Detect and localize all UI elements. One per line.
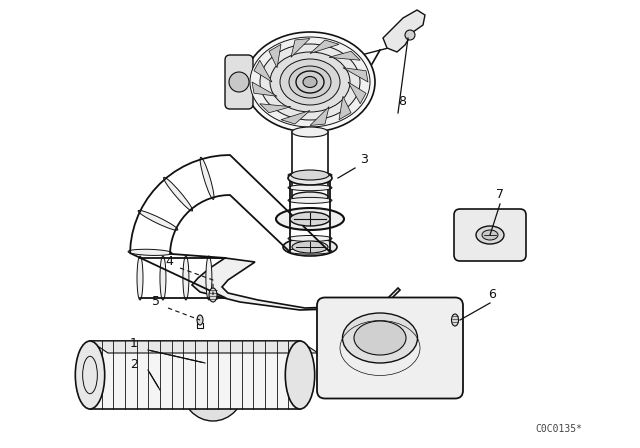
Ellipse shape [288,198,332,203]
Polygon shape [383,10,425,52]
Polygon shape [90,341,318,353]
Text: 7: 7 [496,188,504,201]
Ellipse shape [260,44,360,120]
Text: 1: 1 [130,337,138,350]
Ellipse shape [270,52,350,112]
Ellipse shape [183,256,189,300]
Polygon shape [339,96,351,120]
Ellipse shape [209,288,217,302]
Text: 6: 6 [488,288,496,301]
Polygon shape [192,258,400,310]
Ellipse shape [138,211,178,230]
Ellipse shape [290,212,330,226]
Polygon shape [310,107,329,125]
Polygon shape [281,111,310,124]
Ellipse shape [160,256,166,300]
Ellipse shape [354,321,406,355]
Ellipse shape [288,171,332,185]
Circle shape [229,72,249,92]
Text: 4: 4 [165,255,173,268]
Ellipse shape [283,238,337,256]
Polygon shape [310,40,339,53]
Ellipse shape [288,172,332,178]
Polygon shape [343,68,368,82]
Ellipse shape [288,185,332,191]
Polygon shape [329,51,360,60]
Text: 3: 3 [360,153,368,166]
Ellipse shape [137,256,143,300]
FancyBboxPatch shape [317,297,463,399]
Circle shape [405,30,415,40]
Ellipse shape [182,353,244,421]
Ellipse shape [451,314,458,326]
Ellipse shape [280,59,340,105]
Polygon shape [90,341,300,409]
Ellipse shape [200,157,214,199]
FancyBboxPatch shape [454,209,526,261]
Ellipse shape [76,341,105,409]
Polygon shape [254,60,272,82]
Ellipse shape [206,256,212,300]
Ellipse shape [285,341,315,409]
Ellipse shape [292,192,328,202]
Ellipse shape [288,236,332,241]
Text: 5: 5 [152,295,160,308]
Ellipse shape [342,313,417,363]
Polygon shape [269,44,281,68]
FancyBboxPatch shape [225,55,253,109]
Ellipse shape [128,249,172,255]
Text: 2: 2 [130,358,138,371]
Ellipse shape [288,210,332,216]
Text: C0C0135*: C0C0135* [535,424,582,434]
Polygon shape [291,39,310,57]
Ellipse shape [289,66,331,98]
Ellipse shape [197,315,203,325]
Ellipse shape [288,248,332,254]
Polygon shape [348,82,366,104]
Ellipse shape [288,223,332,229]
Polygon shape [252,82,277,96]
Ellipse shape [164,177,193,211]
Ellipse shape [292,241,328,253]
Ellipse shape [296,71,324,93]
Ellipse shape [303,77,317,87]
Ellipse shape [291,170,329,180]
Ellipse shape [276,208,344,230]
Ellipse shape [292,127,328,137]
Ellipse shape [476,226,504,244]
Ellipse shape [250,37,370,127]
Ellipse shape [245,32,375,132]
Ellipse shape [482,230,498,240]
Text: 8: 8 [398,95,406,108]
Polygon shape [260,104,291,113]
